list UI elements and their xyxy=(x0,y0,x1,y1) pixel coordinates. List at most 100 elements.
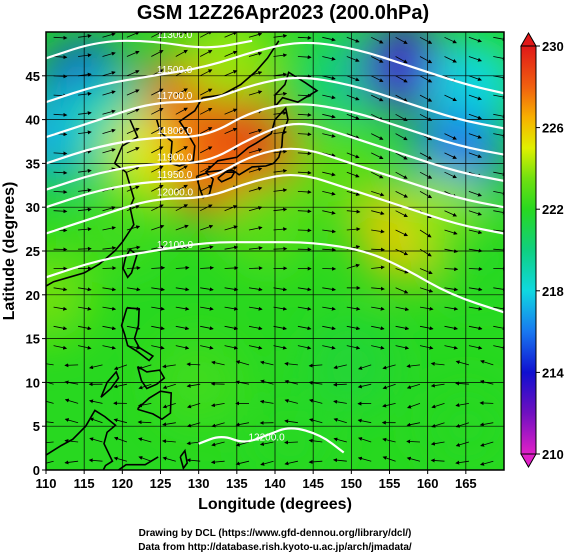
streamline-arrow-393 xyxy=(371,75,384,82)
streamline-arrow-145 xyxy=(346,325,361,331)
streamline-arrow-194 xyxy=(151,265,166,270)
streamline-arrow-316 xyxy=(346,152,360,159)
streamline-arrow-159 xyxy=(224,306,239,311)
height-contour-4 xyxy=(46,122,504,191)
streamline-arrow-87 xyxy=(308,380,323,385)
streamline-arrow-340 xyxy=(468,133,482,139)
streamline-arrow-92 xyxy=(430,383,445,388)
streamline-arrow-149 xyxy=(444,325,458,331)
streamline-arrow-204 xyxy=(395,268,409,274)
streamline-arrow-33 xyxy=(382,437,396,443)
streamline-arrow-174 xyxy=(126,287,141,292)
streamline-arrow-276 xyxy=(297,190,312,194)
streamline-arrow-433 xyxy=(419,36,433,44)
streamline-arrow-319 xyxy=(419,152,433,160)
streamline-arrow-281 xyxy=(419,191,433,199)
streamline-arrow-294 xyxy=(273,168,288,173)
streamline-arrow-113 xyxy=(480,359,494,366)
streamline-arrow-410 xyxy=(322,56,336,61)
streamline-arrow-72 xyxy=(407,403,421,409)
streamline-arrow-283 xyxy=(468,191,482,197)
streamline-arrow-193 xyxy=(126,265,141,270)
streamline-arrow-389 xyxy=(273,72,288,77)
streamline-arrow-85 xyxy=(260,379,274,385)
streamline-arrow-108 xyxy=(358,364,372,370)
streamline-arrow-107 xyxy=(333,364,347,370)
streamline-arrow-401 xyxy=(102,51,116,57)
y-tick-label-45: 45 xyxy=(26,69,40,84)
streamline-arrow-409 xyxy=(297,55,312,60)
streamline-arrow-205 xyxy=(419,268,433,275)
colorbar-tick-label-210: 210 xyxy=(542,447,564,462)
streamline-arrow-274 xyxy=(248,186,263,192)
streamline-arrow-94 xyxy=(479,379,494,385)
streamline-arrow-339 xyxy=(444,133,457,140)
streamline-arrow-125 xyxy=(322,345,336,350)
streamline-arrow-351 xyxy=(273,111,288,116)
streamline-arrow-307 xyxy=(126,147,140,154)
height-contour-label-2: 11700.0 xyxy=(157,91,193,102)
colorbar: 210 214 218 222 226 230 xyxy=(520,31,564,469)
streamline-arrow-31 xyxy=(333,437,347,443)
streamline-arrow-415 xyxy=(444,56,457,63)
streamline-arrow-142 xyxy=(273,325,287,331)
streamline-arrow-207 xyxy=(468,266,483,271)
streamline-arrow-50 xyxy=(333,417,347,424)
streamline-arrow-279 xyxy=(371,191,385,197)
streamline-arrow-313 xyxy=(273,149,288,154)
streamline-arrow-399 xyxy=(53,55,68,60)
streamline-arrow-173 xyxy=(102,287,117,292)
streamline-arrow-81 xyxy=(162,383,176,390)
streamline-arrow-134 xyxy=(78,325,92,331)
colorbar-tick-label-230: 230 xyxy=(542,39,564,54)
y-tick-label-5: 5 xyxy=(33,419,40,434)
streamline-arrow-97 xyxy=(89,364,103,370)
coast-luzon xyxy=(120,307,155,362)
coast-china xyxy=(46,119,139,287)
height-contour-6 xyxy=(46,174,504,235)
streamline-arrow-371 xyxy=(297,93,312,98)
streamline-arrow-40 xyxy=(89,417,103,424)
streamline-arrow-177 xyxy=(200,287,214,292)
streamline-arrow-377 xyxy=(444,94,457,102)
streamline-arrow-414 xyxy=(419,56,433,64)
streamline-arrow-46 xyxy=(235,422,250,427)
x-tick-label-145: 145 xyxy=(302,476,324,491)
streamline-arrow-293 xyxy=(248,167,263,173)
streamline-arrow-91 xyxy=(406,383,421,389)
height-contour-label-0: 11300.0 xyxy=(157,30,193,41)
streamline-arrow-413 xyxy=(395,56,408,64)
streamline-arrow-8 xyxy=(235,460,250,466)
y-tick-label-30: 30 xyxy=(26,200,40,215)
streamline-arrow-239 xyxy=(322,229,336,234)
streamline-arrow-212 xyxy=(126,245,141,250)
streamline-arrow-6 xyxy=(186,458,201,463)
colorbar-min-extension xyxy=(520,453,537,469)
streamline-arrow-126 xyxy=(346,345,361,350)
streamline-arrow-185 xyxy=(395,287,409,294)
chart-title: GSM 12Z26Apr2023 (200.0hPa) xyxy=(137,2,429,24)
coast-palawan xyxy=(100,370,120,398)
streamline-arrow-366 xyxy=(175,88,188,96)
streamline-arrow-182 xyxy=(322,287,336,292)
streamline-arrow-143 xyxy=(297,325,312,331)
streamline-arrow-68 xyxy=(309,398,323,404)
streamline-arrow-106 xyxy=(308,363,323,368)
streamline-arrow-116 xyxy=(102,345,116,350)
streamline-arrow-328 xyxy=(175,127,188,134)
x-tick-label-150: 150 xyxy=(340,476,362,491)
streamline-arrow-334 xyxy=(322,133,336,138)
streamline-arrow-168 xyxy=(444,306,459,311)
streamline-arrow-246 xyxy=(493,229,504,234)
streamline-arrow-317 xyxy=(371,152,384,159)
streamline-arrow-244 xyxy=(444,229,458,235)
streamline-arrow-432 xyxy=(395,36,408,44)
streamline-arrow-213 xyxy=(151,245,165,250)
streamline-arrow-111 xyxy=(430,361,445,366)
height-contour-label-3: 11800.0 xyxy=(157,126,193,137)
streamline-arrow-335 xyxy=(346,133,360,140)
streamline-arrow-7 xyxy=(210,460,225,465)
streamline-arrow-57 xyxy=(46,400,54,404)
streamline-arrow-42 xyxy=(137,420,152,425)
streamline-arrow-155 xyxy=(126,306,141,311)
